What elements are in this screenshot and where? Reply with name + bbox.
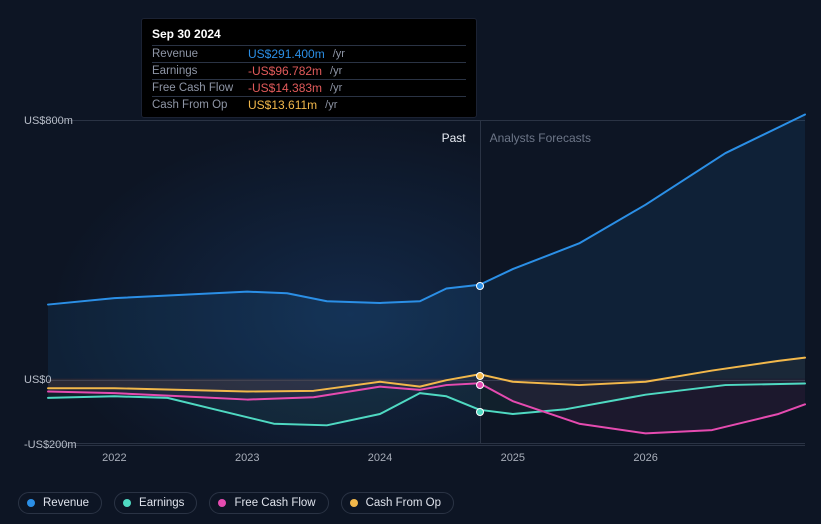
legend-item-revenue[interactable]: Revenue (18, 492, 102, 514)
tooltip-value: -US$96.782m (248, 64, 322, 78)
series-marker (476, 282, 484, 290)
x-axis-label: 2022 (102, 452, 126, 464)
y-axis-label: US$800m (24, 115, 73, 127)
y-axis-label: US$0 (24, 374, 52, 386)
plot-area[interactable]: Past Analysts Forecasts US$800m US$0 -US… (48, 120, 805, 444)
x-axis-label: 2024 (368, 452, 392, 464)
tooltip-title: Sep 30 2024 (152, 25, 466, 45)
tooltip-value: -US$14.383m (248, 81, 322, 95)
hover-tooltip: Sep 30 2024 RevenueUS$291.400m/yrEarning… (141, 18, 477, 118)
tooltip-unit: /yr (330, 65, 342, 77)
x-axis: 2022 2023 2024 2025 2026 (48, 448, 805, 468)
tooltip-unit: /yr (325, 99, 337, 111)
tooltip-row: Earnings -US$96.782m/yr (152, 62, 466, 79)
tooltip-value: US$291.400m (248, 47, 325, 61)
tooltip-label: Earnings (152, 65, 240, 77)
legend-label: Earnings (139, 497, 184, 509)
legend-dot-icon (27, 499, 35, 507)
x-axis-label: 2026 (633, 452, 657, 464)
chart-lines (48, 121, 805, 443)
x-axis-label: 2023 (235, 452, 259, 464)
x-axis-label: 2025 (501, 452, 525, 464)
legend-item-earnings[interactable]: Earnings (114, 492, 197, 514)
tooltip-value: US$13.611m (248, 98, 317, 112)
series-marker (476, 372, 484, 380)
tooltip-label: Cash From Op (152, 99, 240, 111)
legend-dot-icon (123, 499, 131, 507)
legend-dot-icon (350, 499, 358, 507)
tooltip-unit: /yr (330, 82, 342, 94)
tooltip-unit: /yr (333, 48, 345, 60)
tooltip-label: Revenue (152, 48, 240, 60)
series-marker (476, 381, 484, 389)
gridline-neg200 (48, 445, 805, 446)
tooltip-row: Revenue US$291.400m/yr (152, 45, 466, 62)
chart-legend: Revenue Earnings Free Cash Flow Cash From O… (18, 492, 454, 514)
tooltip-row: Free Cash Flow -US$14.383m/yr (152, 79, 466, 96)
legend-label: Free Cash Flow (234, 497, 315, 509)
legend-item-fcf[interactable]: Free Cash Flow (209, 492, 328, 514)
series-marker (476, 408, 484, 416)
legend-label: Revenue (43, 497, 89, 509)
tooltip-row: Cash From Op US$13.611m/yr (152, 96, 466, 113)
legend-label: Cash From Op (366, 497, 441, 509)
tooltip-label: Free Cash Flow (152, 82, 240, 94)
legend-dot-icon (218, 499, 226, 507)
legend-item-cfo[interactable]: Cash From Op (341, 492, 454, 514)
